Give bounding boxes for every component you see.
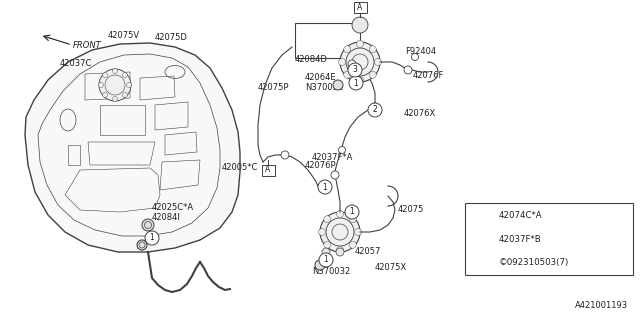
Circle shape <box>371 103 379 111</box>
Text: 42076P: 42076P <box>305 161 337 170</box>
Circle shape <box>473 209 485 221</box>
FancyBboxPatch shape <box>262 164 275 175</box>
Text: 2: 2 <box>477 235 481 244</box>
Circle shape <box>339 59 346 66</box>
Circle shape <box>122 73 127 78</box>
Text: 42037F*B: 42037F*B <box>499 235 541 244</box>
Circle shape <box>348 60 356 68</box>
Circle shape <box>102 73 108 78</box>
Text: 1: 1 <box>324 255 328 265</box>
Circle shape <box>122 92 127 97</box>
Circle shape <box>337 246 344 253</box>
Circle shape <box>352 17 368 33</box>
Circle shape <box>404 66 412 74</box>
Text: 42037C: 42037C <box>60 59 92 68</box>
Text: 1: 1 <box>477 259 481 268</box>
Text: F92404: F92404 <box>405 47 436 57</box>
Text: 42075X: 42075X <box>375 263 407 273</box>
Circle shape <box>99 69 131 101</box>
Circle shape <box>412 53 419 60</box>
Circle shape <box>113 68 118 74</box>
Circle shape <box>369 46 376 53</box>
Circle shape <box>473 257 485 269</box>
Circle shape <box>315 260 325 270</box>
Text: N370032: N370032 <box>312 268 350 276</box>
Text: A: A <box>266 165 271 174</box>
Circle shape <box>319 228 326 236</box>
Polygon shape <box>25 43 240 252</box>
Circle shape <box>369 71 376 78</box>
Circle shape <box>322 248 330 256</box>
Text: 42005*C: 42005*C <box>221 164 258 172</box>
Text: 42084D: 42084D <box>295 55 328 65</box>
Circle shape <box>348 63 362 77</box>
Text: 1: 1 <box>349 207 355 217</box>
Circle shape <box>345 205 359 219</box>
Circle shape <box>127 83 131 87</box>
Circle shape <box>319 253 333 267</box>
Text: 3: 3 <box>353 66 357 75</box>
Circle shape <box>368 103 382 117</box>
Bar <box>295 23 360 58</box>
Circle shape <box>320 212 360 252</box>
Text: 1: 1 <box>323 182 328 191</box>
Text: 42084I: 42084I <box>152 213 181 222</box>
Text: 1: 1 <box>354 78 358 87</box>
Circle shape <box>339 147 346 154</box>
Circle shape <box>337 211 344 218</box>
Circle shape <box>355 228 362 236</box>
FancyBboxPatch shape <box>353 2 367 12</box>
Bar <box>465 203 633 275</box>
Text: 42076F: 42076F <box>413 70 444 79</box>
Circle shape <box>356 76 364 84</box>
Text: 42064E: 42064E <box>305 74 337 83</box>
Circle shape <box>99 83 104 87</box>
Circle shape <box>145 231 159 245</box>
Text: 42075P: 42075P <box>258 84 289 92</box>
Circle shape <box>331 171 339 179</box>
Text: 42076X: 42076X <box>404 108 436 117</box>
Circle shape <box>349 76 363 90</box>
Text: 3: 3 <box>477 211 481 220</box>
Text: 42074C*A: 42074C*A <box>499 211 543 220</box>
Circle shape <box>318 180 332 194</box>
Text: 42057: 42057 <box>355 247 381 257</box>
Circle shape <box>142 219 154 231</box>
Circle shape <box>113 97 118 101</box>
Circle shape <box>340 42 380 82</box>
Circle shape <box>344 46 351 53</box>
Circle shape <box>324 216 331 223</box>
Text: 42075V: 42075V <box>108 30 140 39</box>
Circle shape <box>137 240 147 250</box>
Circle shape <box>281 151 289 159</box>
Circle shape <box>324 241 331 248</box>
Text: 42075D: 42075D <box>155 34 188 43</box>
Text: ©092310503(7): ©092310503(7) <box>499 259 569 268</box>
Circle shape <box>473 233 485 245</box>
Text: 42075: 42075 <box>398 205 424 214</box>
Circle shape <box>349 241 356 248</box>
Circle shape <box>374 59 381 66</box>
Circle shape <box>333 80 343 90</box>
Text: 42025C*A: 42025C*A <box>152 204 194 212</box>
Text: 42037F*A: 42037F*A <box>312 154 353 163</box>
Text: A: A <box>357 3 363 12</box>
Circle shape <box>102 92 108 97</box>
Circle shape <box>336 248 344 256</box>
Circle shape <box>349 216 356 223</box>
Text: 1: 1 <box>150 234 154 243</box>
Text: 2: 2 <box>372 106 378 115</box>
Text: A421001193: A421001193 <box>575 301 628 310</box>
Text: N370032: N370032 <box>305 84 343 92</box>
Circle shape <box>356 41 364 47</box>
Text: FRONT: FRONT <box>73 41 102 50</box>
Circle shape <box>344 71 351 78</box>
